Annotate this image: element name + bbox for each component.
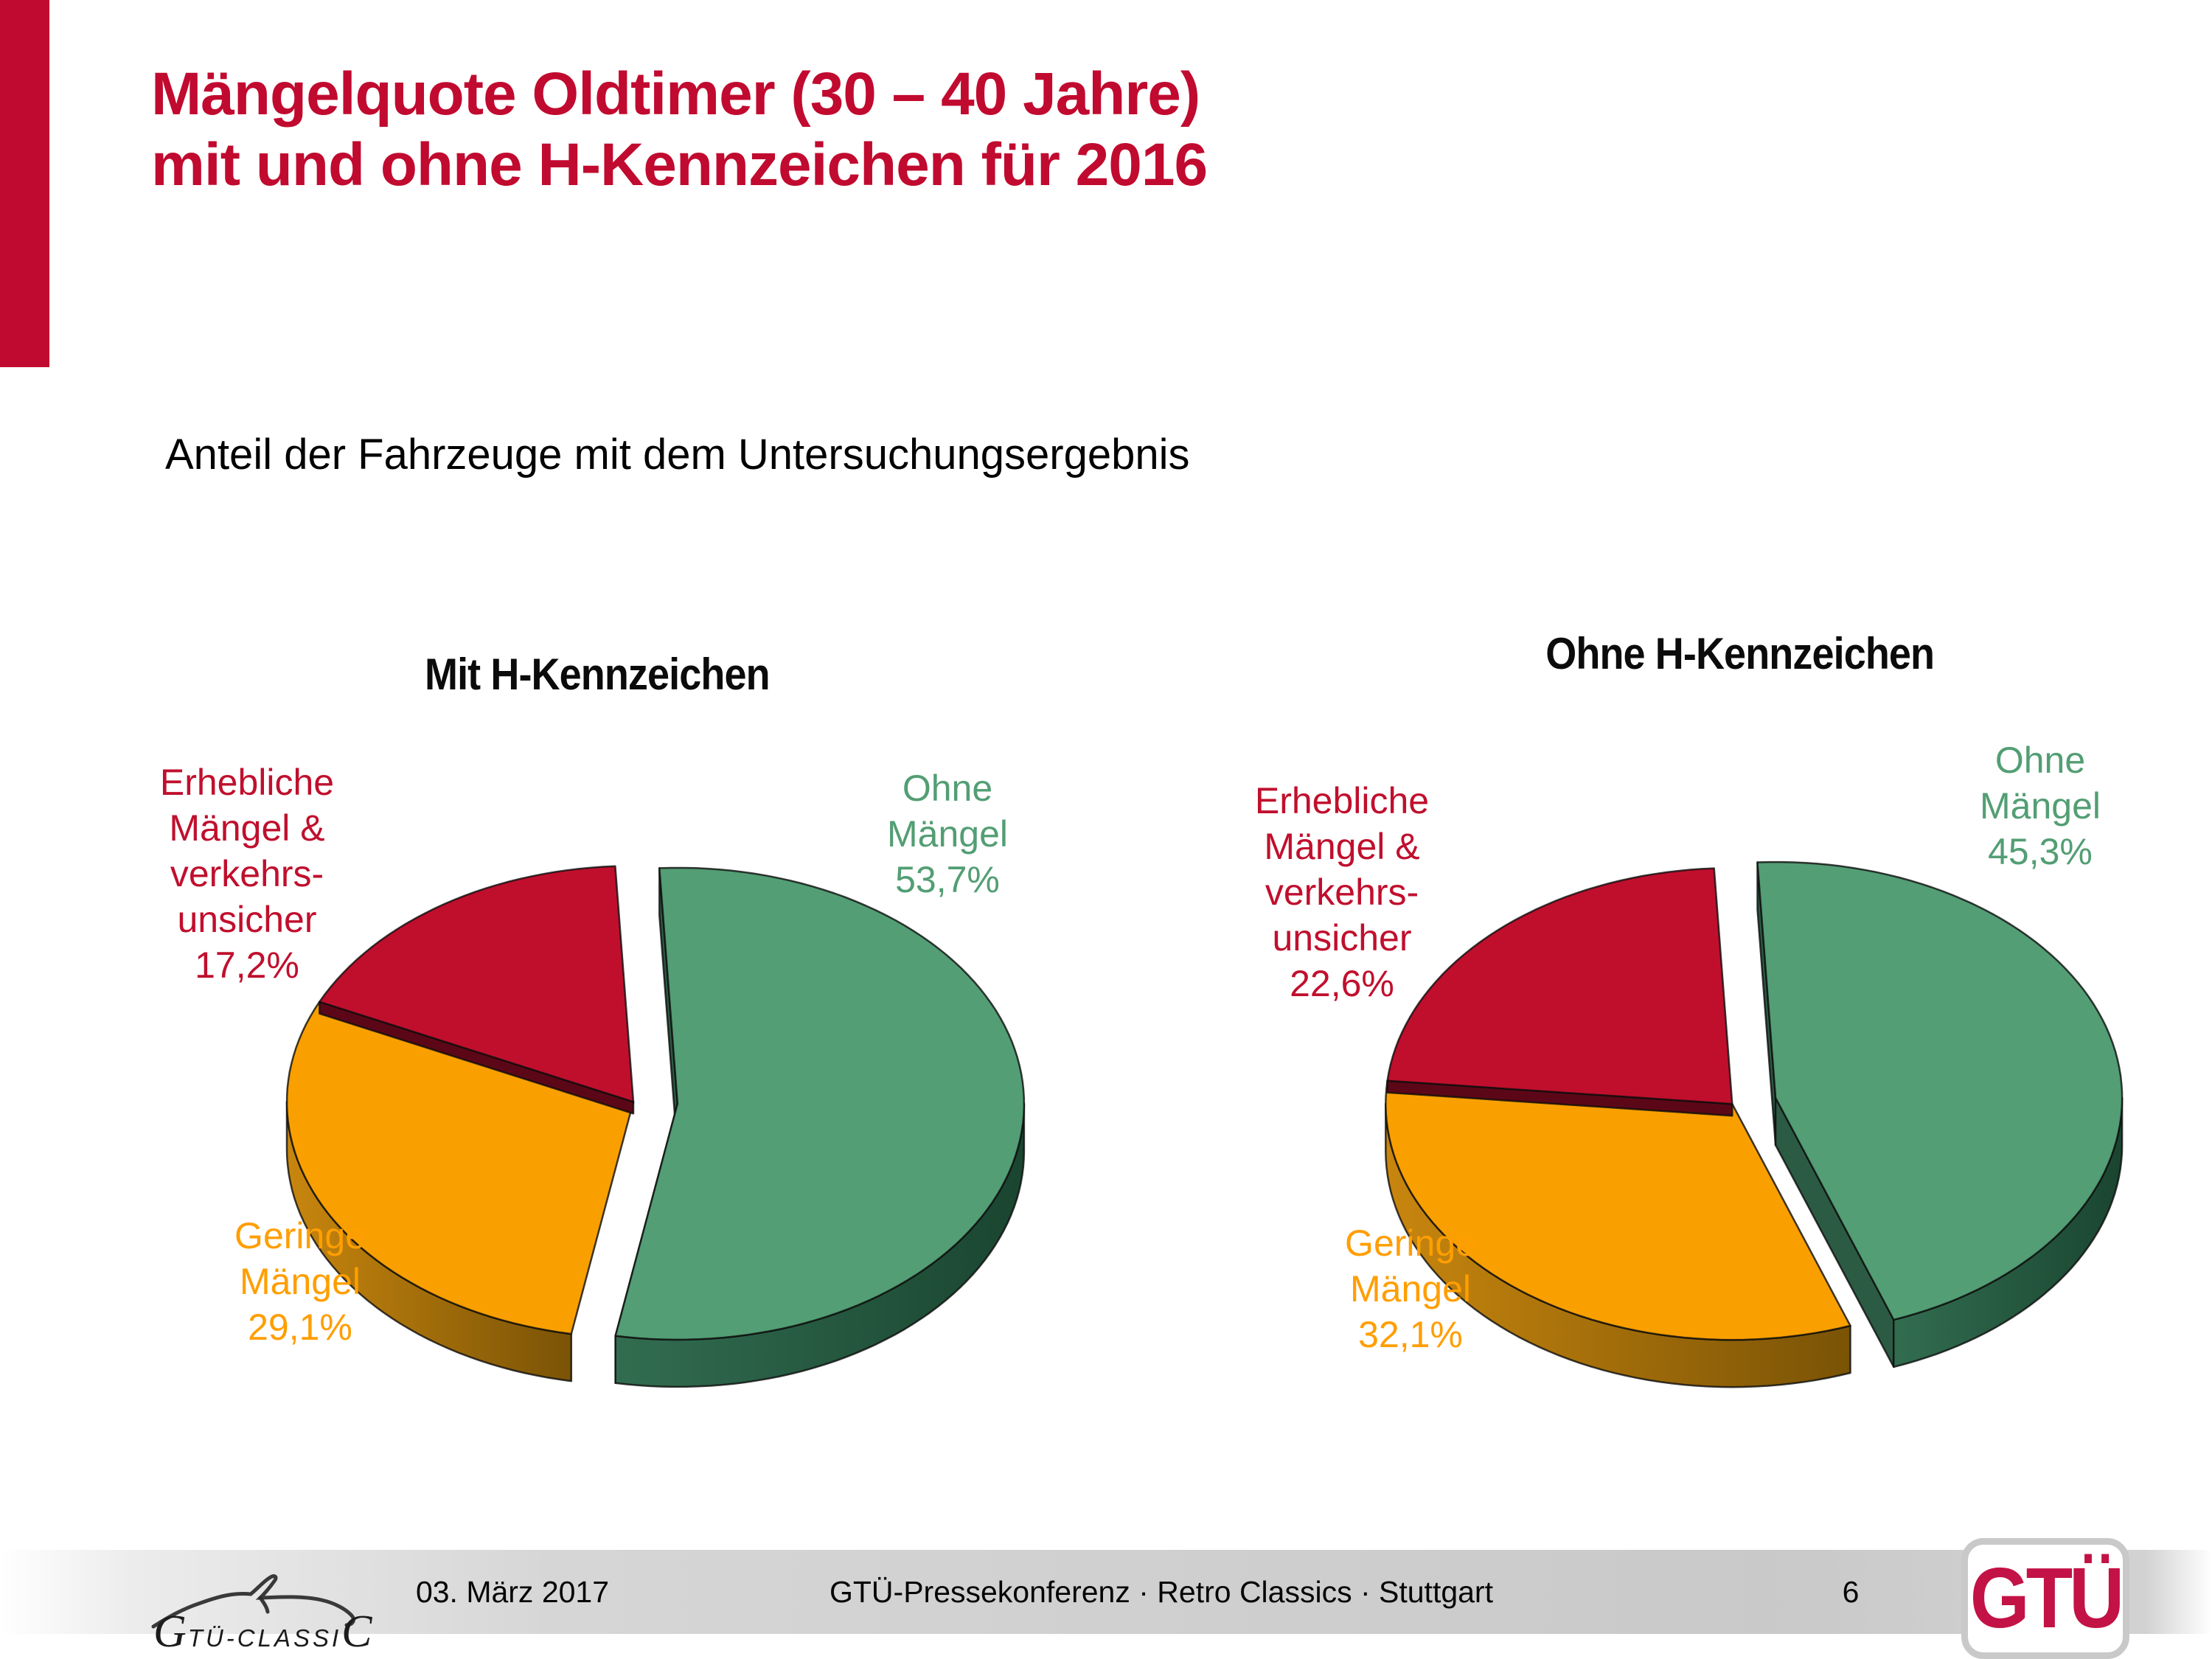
gtu-classic-logo: GTÜ-CLASSIC bbox=[147, 1551, 391, 1659]
slice-label: Ohne Mängel 53,7% bbox=[826, 765, 1069, 902]
gtu-logo: GTÜ bbox=[1961, 1538, 2129, 1659]
slice-label-line: verkehrs- bbox=[170, 853, 324, 894]
slice-label-line: Mängel bbox=[887, 813, 1008, 855]
slice-label-line: Geringe bbox=[1345, 1222, 1476, 1264]
slice-label-line: Mängel bbox=[240, 1261, 361, 1302]
slice-label: Erhebliche Mängel & verkehrs-unsicher 22,6% bbox=[1202, 778, 1482, 1006]
chart-title-text: Ohne H-Kennzeichen bbox=[1545, 629, 1935, 678]
pie-3d bbox=[1385, 860, 2124, 1388]
footer-page-number: 6 bbox=[1842, 1575, 1860, 1609]
pie-slice-0-top bbox=[1756, 860, 2124, 1321]
slice-label: Geringe Mängel 32,1% bbox=[1274, 1220, 1547, 1357]
accent-bar bbox=[0, 0, 49, 367]
slice-label-line: Mängel & bbox=[1264, 826, 1420, 867]
footer-date: 03. März 2017 bbox=[415, 1575, 610, 1609]
slice-label-line: Mängel & bbox=[169, 807, 325, 849]
pie-slice-2-top bbox=[1386, 867, 1733, 1105]
footer-event: GTÜ-Pressekonferenz · Retro Classics · S… bbox=[830, 1575, 1493, 1609]
pie-slice-2-top bbox=[319, 865, 635, 1103]
slice-label-line: Erhebliche bbox=[159, 762, 335, 803]
chart-title-ohne-h-kennzeichen: Ohne H-Kennzeichen bbox=[1445, 628, 2035, 679]
slice-label-line: Erhebliche bbox=[1254, 780, 1430, 821]
footer-band bbox=[0, 1550, 2212, 1634]
slice-label-line: Ohne bbox=[902, 768, 993, 809]
slice-label-line: 32,1% bbox=[1358, 1314, 1463, 1355]
slice-label-line: unsicher bbox=[1272, 917, 1412, 959]
pie-chart-mit-h-kennzeichen bbox=[262, 822, 1088, 1456]
title-line-1: Mängelquote Oldtimer (30 – 40 Jahre) bbox=[151, 60, 1200, 128]
chart-title-mit-h-kennzeichen: Mit H-Kennzeichen bbox=[317, 649, 877, 700]
classic-logo-letter: C bbox=[341, 1607, 374, 1657]
pie-slice-0-top bbox=[614, 866, 1026, 1341]
pie-chart-ohne-h-kennzeichen bbox=[1360, 822, 2186, 1456]
pie-slice-1-top bbox=[1385, 1079, 1851, 1341]
slice-label: Ohne Mängel 45,3% bbox=[1911, 737, 2169, 874]
slice-label: Erhebliche Mängel & verkehrs-unsicher 17,2% bbox=[118, 759, 376, 988]
slice-label-line: verkehrs- bbox=[1265, 872, 1419, 913]
slice-label-line: 22,6% bbox=[1290, 963, 1394, 1004]
slice-label-line: 45,3% bbox=[1988, 831, 2093, 872]
classic-logo-letter: TÜ-CLASSI bbox=[187, 1624, 342, 1652]
slice-label-line: 29,1% bbox=[248, 1307, 352, 1348]
subtitle: Anteil der Fahrzeuge mit dem Untersuchun… bbox=[165, 431, 1190, 479]
classic-car-icon bbox=[151, 1574, 355, 1629]
classic-logo-letter: G bbox=[153, 1607, 188, 1657]
slice-label-line: 17,2% bbox=[195, 945, 299, 986]
slice-label-line: Ohne bbox=[1994, 740, 2086, 781]
slice-label-line: Mängel bbox=[1350, 1268, 1471, 1310]
classic-logo-text: GTÜ-CLASSIC bbox=[153, 1606, 389, 1658]
slice-label-line: 53,7% bbox=[895, 859, 1000, 900]
slide-title: Mängelquote Oldtimer (30 – 40 Jahre) mit … bbox=[151, 59, 1208, 201]
title-line-2: mit und ohne H-Kennzeichen für 2016 bbox=[151, 131, 1208, 198]
pie-3d bbox=[285, 865, 1026, 1388]
gtu-logo-text: GTÜ bbox=[1969, 1550, 2125, 1646]
slice-label-line: Geringe bbox=[234, 1215, 366, 1256]
chart-title-text: Mit H-Kennzeichen bbox=[425, 650, 771, 699]
slice-label: Geringe Mängel 29,1% bbox=[164, 1213, 437, 1350]
slice-label-line: unsicher bbox=[177, 899, 317, 940]
slice-label-line: Mängel bbox=[1980, 785, 2101, 827]
